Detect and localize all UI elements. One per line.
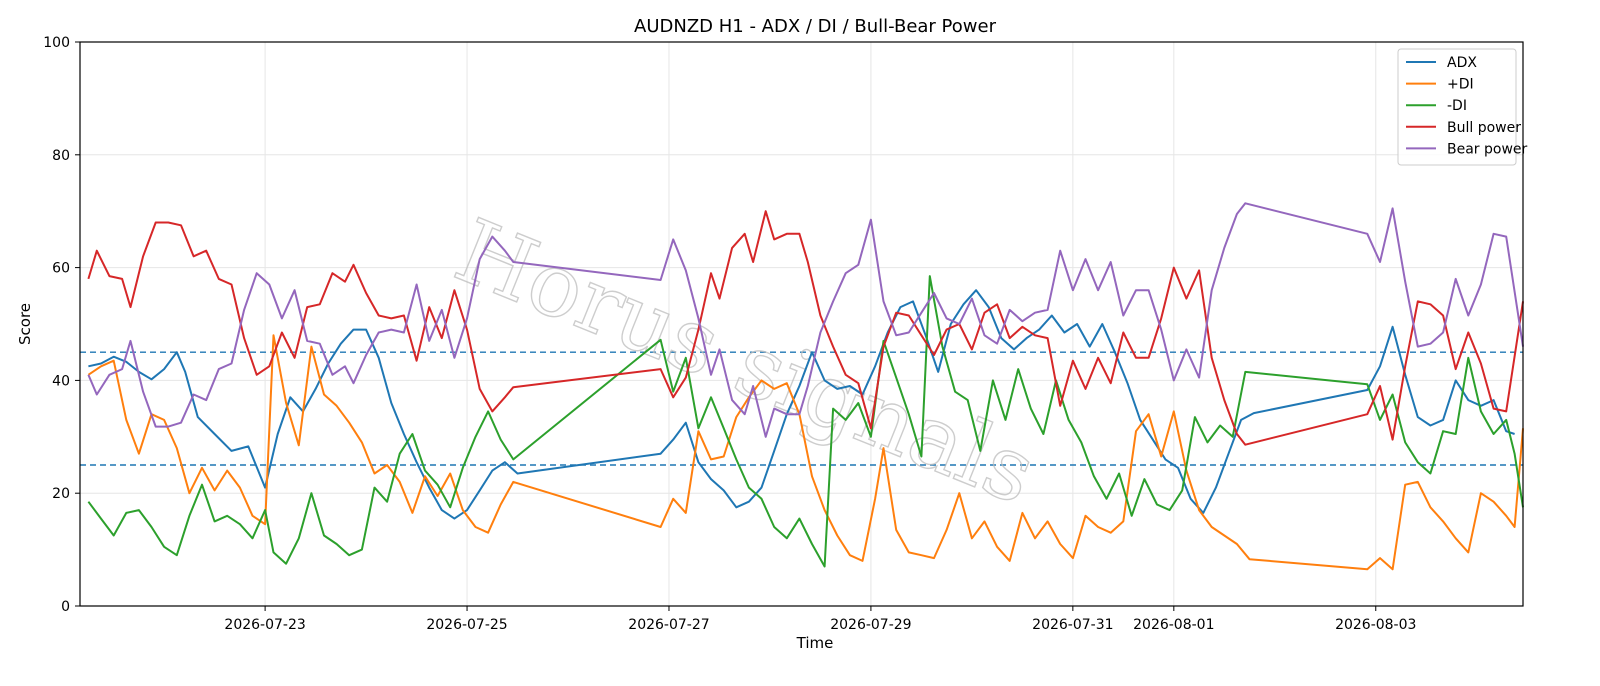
threshold-lines xyxy=(80,351,1523,466)
series-line-bear-power xyxy=(87,202,1524,438)
x-tick-label: 2026-07-31 xyxy=(1032,617,1113,633)
y-tick-label: 100 xyxy=(43,35,70,51)
x-tick-label: 2026-07-25 xyxy=(426,617,507,633)
y-axis-label: Score xyxy=(16,303,34,345)
plot-frame xyxy=(79,41,1524,607)
y-axis-ticks: 0 20 40 60 80 100 xyxy=(43,35,80,615)
y-tick-label: 0 xyxy=(61,599,70,615)
series-line-di xyxy=(87,334,1524,571)
legend-label-di: -DI xyxy=(1447,98,1467,114)
x-axis-ticks: 2026-07-23 2026-07-25 2026-07-27 2026-07-29… xyxy=(224,606,1416,633)
x-tick-label: 2026-07-27 xyxy=(628,617,709,633)
series-line-di xyxy=(87,275,1524,568)
legend-box xyxy=(1397,48,1517,166)
legend-label-bull-power: Bull power xyxy=(1447,120,1521,136)
series-line-bull-power xyxy=(87,210,1524,446)
y-tick-label: 80 xyxy=(52,148,70,164)
x-tick-label: 2026-08-01 xyxy=(1133,617,1214,633)
legend-label-adx: ADX xyxy=(1447,55,1477,71)
y-tick-label: 40 xyxy=(52,373,70,389)
x-tick-label: 2026-07-23 xyxy=(224,617,305,633)
legend: ADX +DI -DI Bull power Bear power xyxy=(1397,48,1528,166)
y-tick-label: 20 xyxy=(52,486,70,502)
legend-label-di: +DI xyxy=(1447,77,1474,93)
x-tick-label: 2026-07-29 xyxy=(830,617,911,633)
x-axis-label: Time xyxy=(796,634,834,652)
series-line-adx xyxy=(88,289,1515,520)
legend-label-bear-power: Bear power xyxy=(1447,141,1528,157)
x-tick-label: 2026-08-03 xyxy=(1335,617,1416,633)
y-tick-label: 60 xyxy=(52,261,70,277)
chart-title: AUDNZD H1 - ADX / DI / Bull-Bear Power xyxy=(634,16,997,37)
series-lines xyxy=(87,202,1524,571)
